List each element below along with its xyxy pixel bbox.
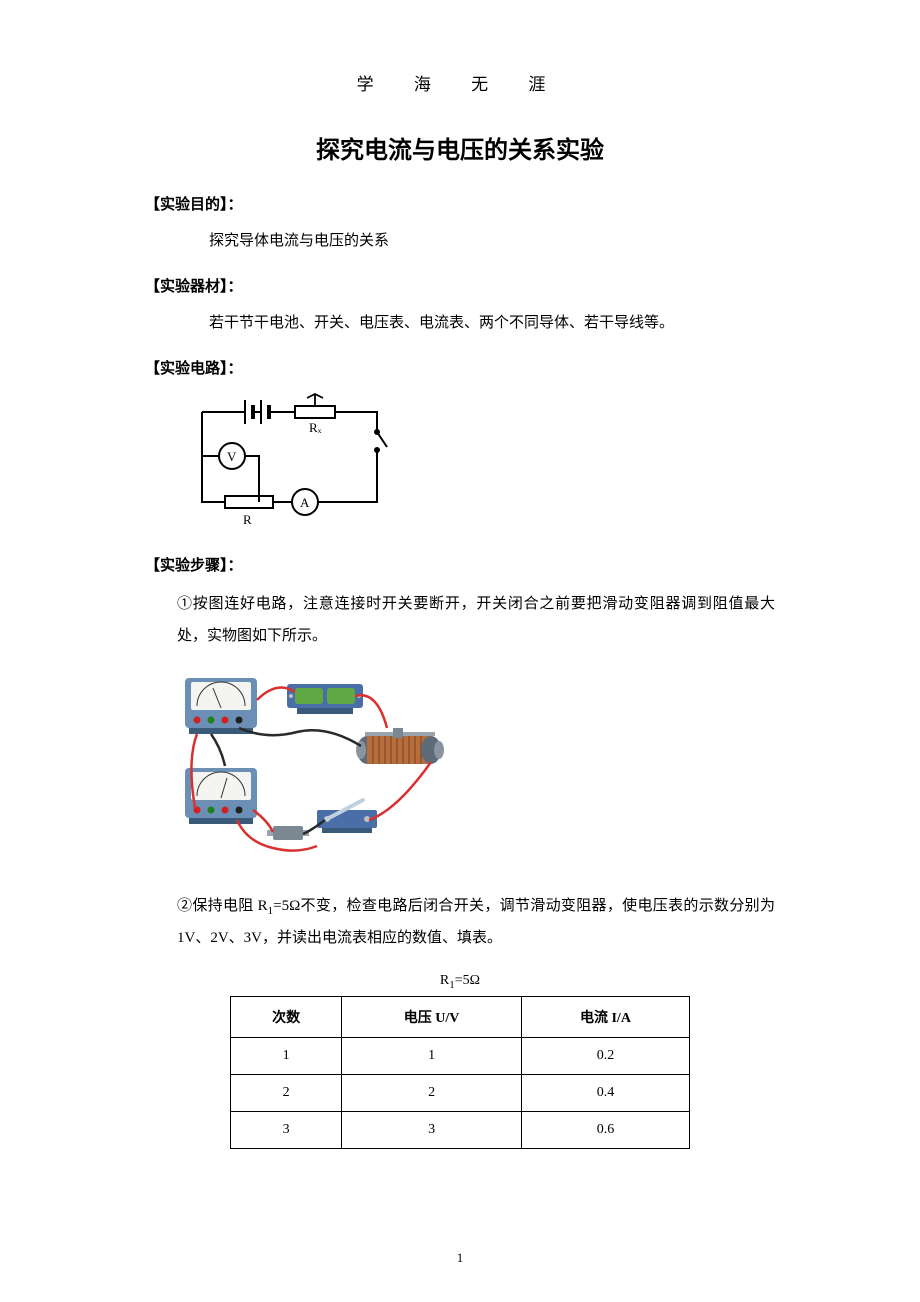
circuit-label: 【实验电路】：	[145, 357, 775, 378]
data-table: 次数 电压 U/V 电流 I/A 1 1 0.2 2 2 0.4 3 3 0.6	[230, 996, 690, 1149]
table-row: 1 1 0.2	[231, 1038, 690, 1075]
table-caption: R1=5Ω	[145, 973, 775, 991]
voltmeter-icon	[185, 768, 257, 824]
table-row: 2 2 0.4	[231, 1075, 690, 1112]
col-header: 次数	[231, 997, 342, 1038]
steps-label: 【实验步骤】：	[145, 554, 775, 575]
switch-icon	[317, 800, 377, 833]
col-header: 电压 U/V	[342, 997, 522, 1038]
equipment-text: 若干节干电池、开关、电压表、电流表、两个不同导体、若干导线等。	[145, 310, 775, 337]
rx-label: Rₓ	[309, 420, 322, 435]
document-title: 探究电流与电压的关系实验	[145, 130, 775, 165]
rheostat-icon	[356, 728, 444, 764]
ammeter-icon	[185, 678, 257, 734]
page-number: 1	[457, 1250, 464, 1266]
apparatus-photo	[177, 670, 775, 865]
step-1-text: ①按图连好电路，注意连接时开关要断开，开关闭合之前要把滑动变阻器调到阻值最大处，…	[145, 589, 775, 652]
step-2-text: ②保持电阻 R1=5Ω不变，检查电路后闭合开关，调节滑动变阻器，使电压表的示数分…	[145, 891, 775, 955]
col-header: 电流 I/A	[521, 997, 689, 1038]
battery-icon	[287, 684, 363, 714]
v-label: V	[227, 449, 237, 464]
a-label: A	[300, 495, 310, 510]
r-label: R	[243, 512, 252, 527]
page-header: 学 海 无 涯	[145, 70, 775, 95]
equipment-label: 【实验器材】：	[145, 275, 775, 296]
circuit-diagram: Rₓ V A R	[177, 392, 775, 532]
purpose-label: 【实验目的】：	[145, 193, 775, 214]
table-row: 3 3 0.6	[231, 1112, 690, 1149]
purpose-text: 探究导体电流与电压的关系	[145, 228, 775, 255]
